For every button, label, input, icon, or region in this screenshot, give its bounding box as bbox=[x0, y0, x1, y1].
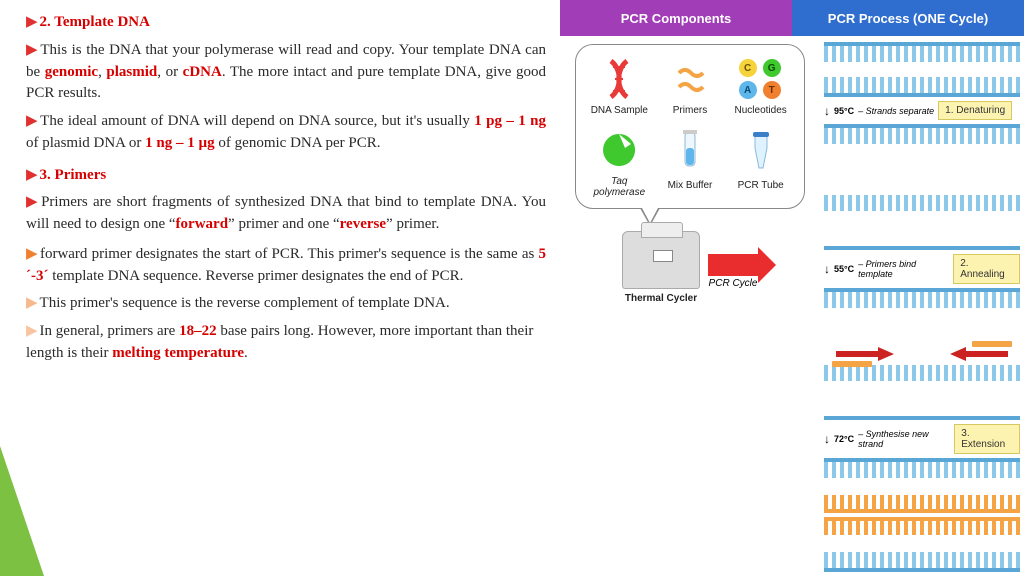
header-pcr-process: PCR Process (ONE Cycle) bbox=[792, 0, 1024, 36]
primers-icon bbox=[673, 59, 707, 99]
nuc-t: T bbox=[763, 81, 781, 99]
dna-double-strand bbox=[824, 42, 1020, 97]
bullet-icon: ▶ bbox=[26, 323, 38, 339]
text-column: ▶2. Template DNA ▶This is the DNA that y… bbox=[0, 0, 560, 576]
heading-template-dna: ▶2. Template DNA bbox=[26, 12, 546, 34]
para-primers-4: ▶In general, primers are 18–22 base pair… bbox=[26, 321, 546, 365]
step-badge-annealing: 2. Annealing bbox=[953, 254, 1020, 284]
down-arrow-icon: ↓ bbox=[824, 262, 830, 276]
pcr-process-panel: ↓ 95°C – Strands separate 1. Denaturing … bbox=[820, 36, 1024, 576]
heading-primers: ▶3. Primers bbox=[26, 165, 546, 187]
cycle-arrow-block: PCR Cycle bbox=[708, 254, 758, 289]
thermal-cycler: Thermal Cycler bbox=[622, 231, 700, 304]
comp-taq: Taq polymerase bbox=[584, 130, 655, 198]
comp-dna-sample: DNA Sample bbox=[584, 59, 655, 116]
down-arrow-icon: ↓ bbox=[824, 104, 830, 118]
primer-arrows bbox=[824, 347, 1020, 361]
dna-bottom-strand bbox=[824, 195, 1020, 250]
para-template-1: ▶This is the DNA that your polymerase wi… bbox=[26, 40, 546, 105]
dna-top-strand bbox=[824, 124, 1020, 179]
bullet-icon: ▶ bbox=[26, 42, 38, 58]
taq-polymerase-icon bbox=[599, 130, 639, 170]
cycle-label: PCR Cycle bbox=[709, 278, 758, 289]
primer-arrow-left-icon bbox=[950, 347, 1010, 361]
thermal-cycler-icon bbox=[622, 231, 700, 289]
para-template-2: ▶The ideal amount of DNA will depend on … bbox=[26, 111, 546, 155]
components-box: DNA Sample Primers C G A T bbox=[575, 44, 805, 209]
buffer-tube-icon bbox=[675, 130, 705, 174]
dna-anneal-top bbox=[824, 288, 1020, 343]
comp-pcr-tube: PCR Tube bbox=[725, 130, 796, 198]
dna-helix-icon bbox=[602, 59, 636, 99]
comp-buffer: Mix Buffer bbox=[655, 130, 726, 198]
nuc-c: C bbox=[739, 59, 757, 77]
dna-extension-2 bbox=[824, 517, 1020, 572]
dna-anneal-bottom bbox=[824, 365, 1020, 420]
step-2-row: ↓ 55°C – Primers bind template 2. Anneal… bbox=[824, 254, 1020, 284]
bullet-icon: ▶ bbox=[26, 246, 38, 262]
step-badge-denaturing: 1. Denaturing bbox=[938, 101, 1012, 120]
pcr-components-panel: DNA Sample Primers C G A T bbox=[560, 36, 820, 576]
bullet-icon: ▶ bbox=[26, 14, 38, 30]
nuc-a: A bbox=[739, 81, 757, 99]
bullet-icon: ▶ bbox=[26, 295, 38, 311]
step-3-row: ↓ 72°C – Synthesise new strand 3. Extens… bbox=[824, 424, 1020, 454]
para-primers-1: ▶Primers are short fragments of synthesi… bbox=[26, 192, 546, 236]
diagram-column: PCR Components PCR Process (ONE Cycle) D… bbox=[560, 0, 1024, 576]
down-arrow-icon: ↓ bbox=[824, 432, 830, 446]
big-arrow-icon bbox=[708, 254, 758, 276]
diagram-headers: PCR Components PCR Process (ONE Cycle) bbox=[560, 0, 1024, 36]
primer-arrow-right-icon bbox=[834, 347, 894, 361]
comp-nucleotides: C G A T Nucleotides bbox=[725, 59, 796, 116]
para-primers-3: ▶This primer's sequence is the reverse c… bbox=[26, 293, 546, 315]
para-primers-2: ▶forward primer designates the start of … bbox=[26, 244, 546, 288]
dna-extension-1 bbox=[824, 458, 1020, 513]
pcr-tube-icon bbox=[746, 130, 776, 174]
nuc-g: G bbox=[763, 59, 781, 77]
header-pcr-components: PCR Components bbox=[560, 0, 792, 36]
bullet-icon: ▶ bbox=[26, 113, 38, 129]
step-badge-extension: 3. Extension bbox=[954, 424, 1020, 454]
nucleotide-grid: C G A T bbox=[739, 59, 783, 99]
bullet-icon: ▶ bbox=[26, 167, 38, 183]
bullet-icon: ▶ bbox=[26, 194, 39, 210]
green-corner-accent bbox=[0, 446, 44, 576]
step-1-row: ↓ 95°C – Strands separate 1. Denaturing bbox=[824, 101, 1020, 120]
comp-primers: Primers bbox=[655, 59, 726, 116]
